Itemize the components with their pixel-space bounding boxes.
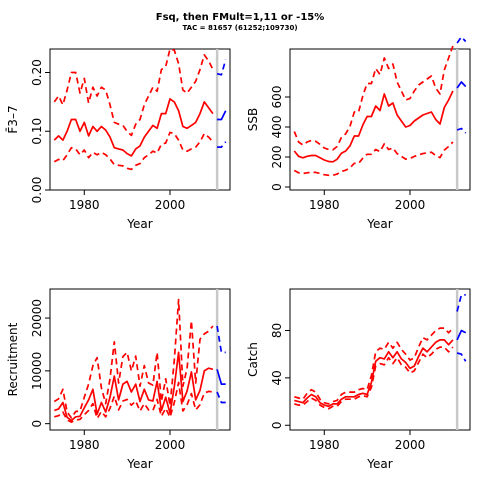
y-axis-label: F̄3–7 bbox=[6, 105, 20, 133]
x-tick-label: 2000 bbox=[395, 438, 426, 452]
series-lower-dashed-line bbox=[293, 141, 454, 177]
plot-frame bbox=[289, 288, 471, 431]
figure-subtitle: TAC = 81657 (61252;109730) bbox=[182, 24, 297, 32]
series-projection-solid-line bbox=[456, 329, 467, 341]
series-median-solid-line bbox=[294, 339, 454, 408]
x-tick-label: 1980 bbox=[69, 438, 100, 452]
series-lower-dashed-line bbox=[294, 346, 454, 410]
y-tick-label: 20000 bbox=[30, 299, 44, 337]
x-tick-label: 2000 bbox=[155, 438, 186, 452]
y-tick-label: 0.10 bbox=[30, 118, 44, 145]
series-projection-solid-line bbox=[456, 81, 467, 89]
x-axis-label: Year bbox=[126, 217, 152, 231]
x-tick-label: 2000 bbox=[395, 198, 426, 212]
series-projection-dashed-line bbox=[456, 36, 467, 44]
y-tick-label: 10000 bbox=[30, 352, 44, 390]
series-lower-dashed-line bbox=[54, 381, 214, 423]
plot-frame bbox=[289, 48, 471, 191]
x-axis-label: Year bbox=[366, 457, 392, 471]
series-projection-dashed-line bbox=[217, 141, 227, 148]
y-tick-label: 0.00 bbox=[30, 177, 44, 204]
series-upper-dashed-line bbox=[53, 298, 214, 419]
y-axis-label: Recruitment bbox=[6, 322, 20, 396]
y-tick-label: 200 bbox=[270, 146, 284, 169]
x-tick-label: 1980 bbox=[69, 198, 100, 212]
series-projection-dashed-line bbox=[456, 294, 466, 312]
figure-title: Fsq, then FMult=1,11 or -15% bbox=[156, 12, 325, 23]
panel-fbar: 1980 2000 0.00 0.10 0.20 Year F̄3–7 bbox=[6, 48, 231, 231]
plot-frame bbox=[49, 288, 231, 431]
series-projection-solid-line bbox=[216, 369, 226, 385]
series-projection-dashed-line bbox=[456, 352, 467, 362]
x-axis-label: Year bbox=[366, 217, 392, 231]
y-tick-label: 400 bbox=[270, 116, 284, 139]
series-median-solid-line bbox=[53, 98, 214, 157]
y-tick-label: 600 bbox=[270, 86, 284, 109]
x-axis-label: Year bbox=[126, 457, 152, 471]
y-tick-label: 40 bbox=[270, 370, 284, 385]
series-upper-dashed-line bbox=[53, 48, 214, 137]
y-axis-label: SSB bbox=[246, 108, 260, 131]
x-tick-label: 1980 bbox=[309, 438, 340, 452]
series-median-solid-line bbox=[54, 351, 214, 422]
x-tick-label: 1980 bbox=[309, 198, 340, 212]
series-projection-dashed-line bbox=[216, 59, 227, 76]
x-tick-label: 2000 bbox=[155, 198, 186, 212]
y-tick-label: 0.20 bbox=[30, 59, 44, 86]
series-lower-dashed-line bbox=[53, 131, 214, 171]
series-upper-dashed-line bbox=[294, 327, 454, 405]
series-projection-dashed-line bbox=[216, 391, 226, 404]
plot-frame bbox=[49, 48, 231, 191]
panel-catch: 1980 2000 0 40 80 Year Catch bbox=[246, 288, 471, 471]
series-median-solid-line bbox=[293, 90, 454, 163]
series-projection-dashed-line bbox=[456, 127, 467, 134]
y-tick-label: 0 bbox=[270, 421, 284, 429]
y-tick-label: 0 bbox=[270, 183, 284, 191]
y-tick-label: 80 bbox=[270, 323, 284, 338]
series-projection-solid-line bbox=[217, 110, 227, 121]
y-axis-label: Catch bbox=[246, 342, 260, 377]
series-upper-dashed-line bbox=[293, 45, 454, 151]
panel-ssb: 1980 2000 0 200 400 600 Year SSB bbox=[246, 36, 471, 231]
y-tick-label: 0 bbox=[30, 420, 44, 428]
